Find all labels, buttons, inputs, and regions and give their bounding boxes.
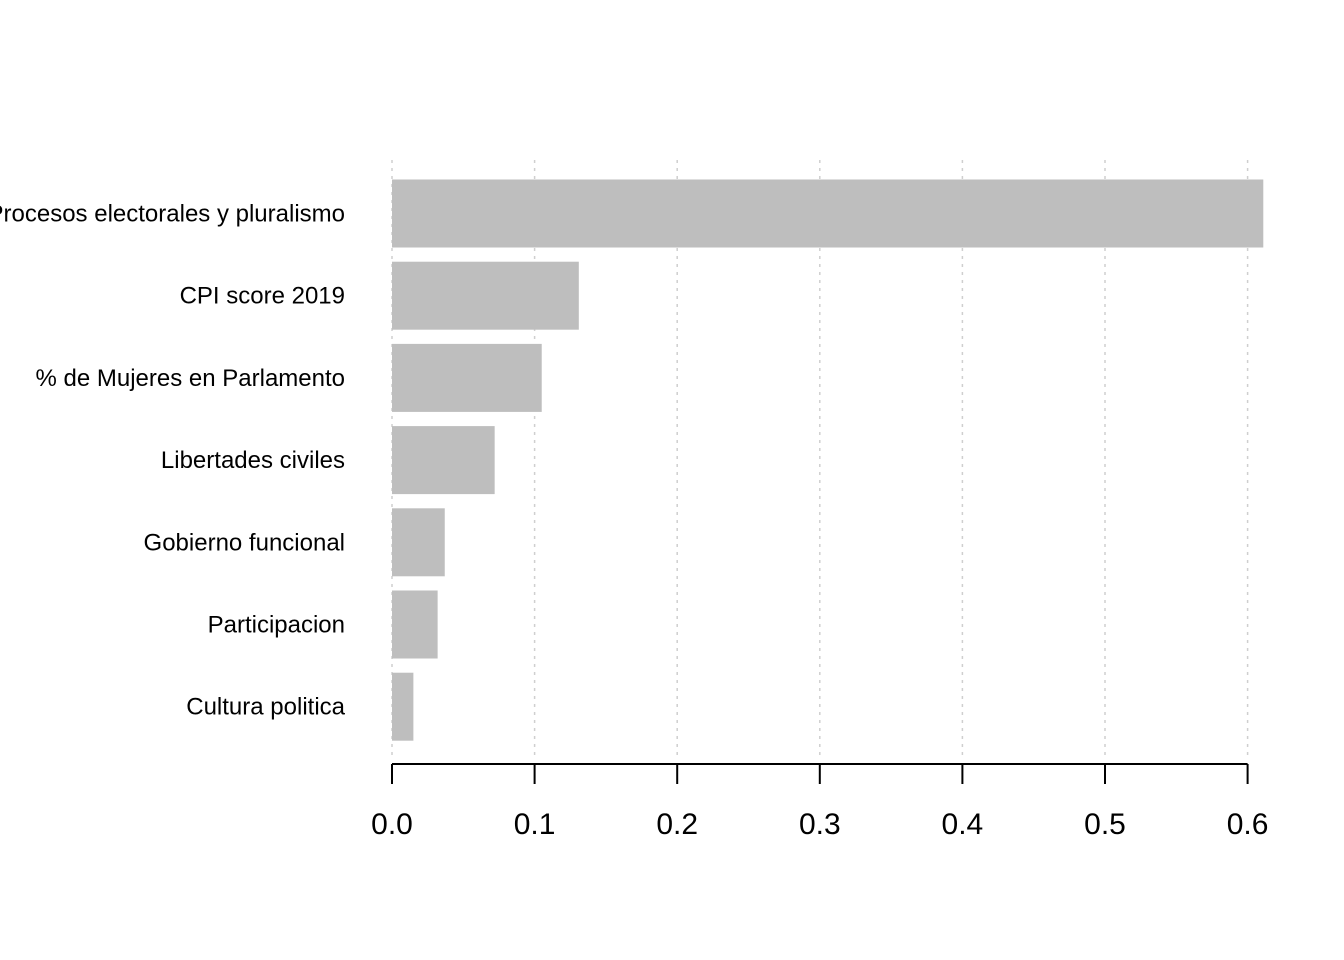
bar <box>392 672 414 741</box>
bar <box>392 590 438 659</box>
x-tick-label: 0.4 <box>942 808 984 841</box>
bar <box>392 261 579 330</box>
category-label: Gobierno funcional <box>144 529 345 556</box>
category-label: Libertades civiles <box>161 447 345 474</box>
bar <box>392 343 542 412</box>
bar <box>392 179 1264 248</box>
category-label: CPI score 2019 <box>180 283 345 310</box>
bars <box>392 179 1264 741</box>
x-tick-label: 0.5 <box>1084 808 1126 841</box>
x-tick-label: 0.6 <box>1227 808 1269 841</box>
x-tick-label: 0.3 <box>799 808 841 841</box>
category-label: Cultura politica <box>186 694 345 721</box>
x-tick-label: 0.0 <box>371 808 413 841</box>
category-labels: Procesos electorales y pluralismo CPI sco… <box>0 201 346 721</box>
category-label: Procesos electorales y pluralismo <box>0 201 345 228</box>
grid-lines <box>391 160 1249 760</box>
x-tick-label: 0.2 <box>656 808 698 841</box>
bar <box>392 426 495 495</box>
x-tick-label: 0.1 <box>514 808 556 841</box>
bar <box>392 508 445 577</box>
x-axis: 0.0 0.1 0.2 0.3 0.4 0.5 0.6 <box>371 763 1269 841</box>
category-label: % de Mujeres en Parlamento <box>36 365 346 392</box>
category-label: Participacion <box>208 612 345 639</box>
